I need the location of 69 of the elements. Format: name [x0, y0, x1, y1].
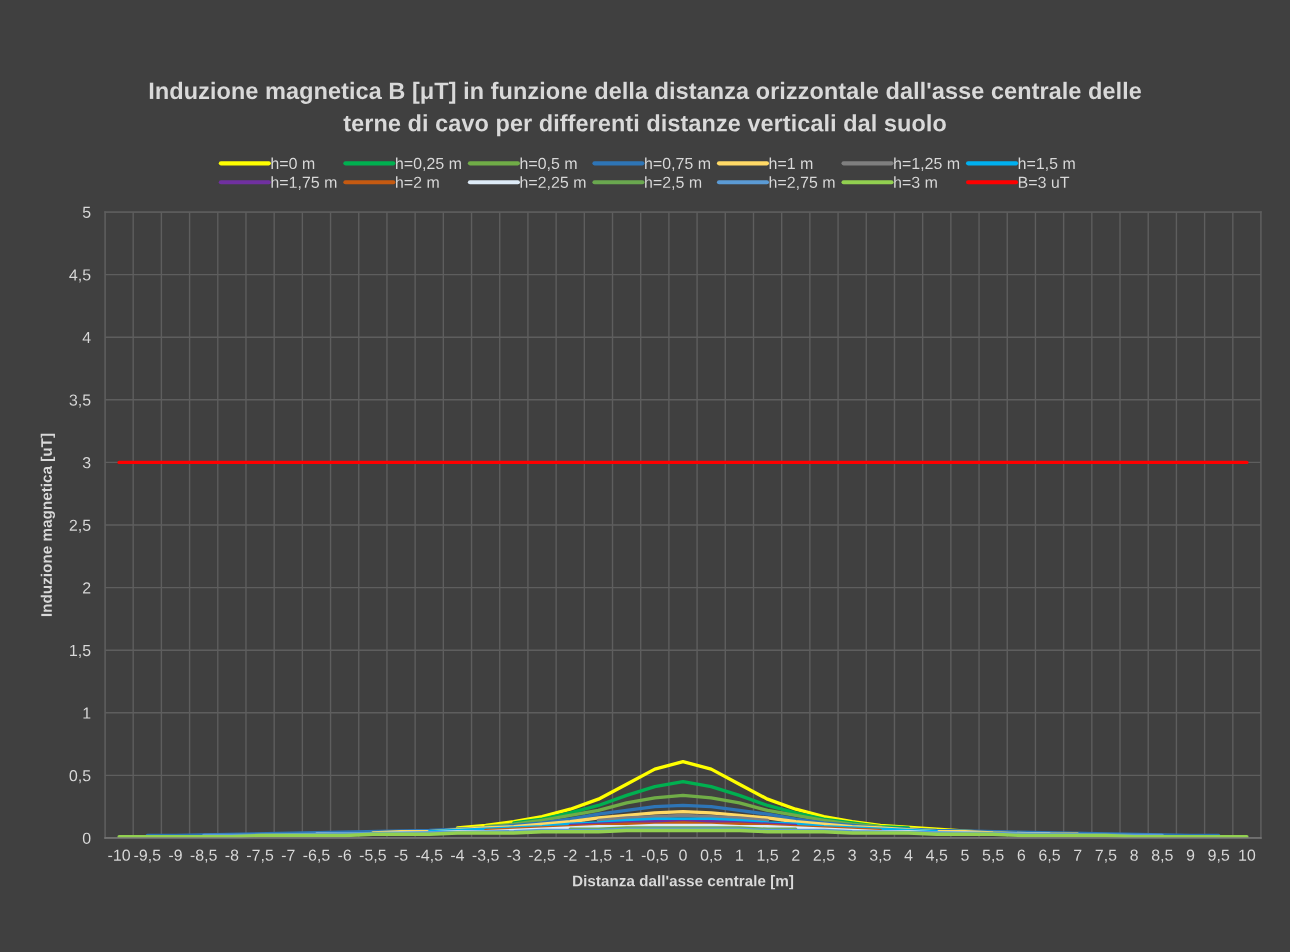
x-tick-label: 8,5: [1151, 849, 1173, 863]
x-tick-label: -7: [281, 849, 295, 861]
x-tick-label: -8,5: [190, 849, 217, 863]
x-tick-label: -5,5: [359, 849, 386, 863]
x-tick-label: -2: [563, 849, 577, 861]
x-tick-label: -6,5: [303, 849, 330, 863]
x-tick-label: 5: [961, 849, 969, 861]
y-tick-label: 4: [82, 332, 91, 343]
x-tick-label: 9,5: [1208, 849, 1230, 863]
y-tick-label: 5: [82, 206, 91, 218]
x-tick-label: -9,5: [134, 849, 161, 863]
legend-label: h=2,75 m: [769, 176, 835, 190]
x-tick-label: 4: [904, 849, 913, 861]
chart-title: Induzione magnetica B [μT] in funzione della distanza orizzontale dall'asse centrale delle terne di cavo per differenti distanze verticali dal suolo: [149, 81, 1142, 137]
x-tick-label: 5,5: [982, 849, 1004, 863]
y-tick-label: 2,5: [69, 519, 91, 533]
legend-label: h=1,5 m: [1018, 157, 1075, 171]
x-tick-label: -7,5: [247, 849, 274, 863]
x-tick-label: -10: [108, 849, 131, 861]
legend-label: h=1,25 m: [894, 157, 960, 171]
y-tick-label: 1,5: [70, 645, 91, 659]
x-tick-label: 3: [848, 849, 856, 861]
legend-label: h=2,5 m: [645, 176, 702, 190]
y-tick-label: 2: [83, 582, 91, 594]
legend-label: h=3 m: [894, 176, 937, 188]
legend-label: h=0,5 m: [520, 157, 577, 171]
x-tick-label: -2,5: [528, 849, 556, 863]
x-tick-label: 3,5: [869, 849, 891, 863]
x-tick-label: -1: [620, 849, 633, 861]
x-tick-label: 2,5: [813, 849, 835, 863]
y-axis-title: Induzione magnetica [uT]: [40, 433, 56, 617]
x-tick-label: 0,5: [700, 849, 722, 863]
x-tick-label: -3: [507, 849, 521, 861]
x-tick-label: -8: [225, 849, 239, 861]
x-axis-title: Distanza dall'asse centrale [m]: [573, 875, 794, 890]
x-tick-label: 10: [1239, 849, 1256, 861]
x-tick-label: -6: [338, 849, 352, 861]
y-tick-label: 4,5: [69, 269, 91, 283]
x-tick-label: -5: [394, 849, 408, 861]
x-tick-label: 7,5: [1095, 849, 1117, 863]
x-tick-label: -0,5: [641, 849, 668, 863]
x-tick-label: -1,5: [585, 849, 612, 863]
x-tick-label: 1,5: [757, 849, 779, 863]
x-tick-label: 9: [1186, 849, 1195, 861]
y-tick-label: 0: [82, 832, 91, 844]
legend-label: B=3 uT: [1018, 176, 1070, 188]
legend-label: h=0 m: [271, 157, 315, 170]
legend-label: h=2,25 m: [520, 176, 586, 190]
x-tick-label: 2: [792, 849, 800, 861]
legend-label: h=0,25 m: [396, 157, 461, 171]
legend-label: h=1,75 m: [271, 176, 337, 190]
x-tick-label: 6: [1017, 849, 1026, 861]
y-tick-label: 0,5: [69, 770, 91, 784]
legend-label: h=0,75 m: [645, 157, 710, 171]
x-tick-label: 1: [736, 849, 744, 861]
x-tick-label: -9: [169, 849, 182, 861]
x-tick-label: -4,5: [416, 849, 443, 863]
legend-label: h=1 m: [769, 157, 813, 169]
x-tick-label: 7: [1074, 849, 1082, 861]
legend-label: h=2 m: [396, 176, 439, 188]
y-tick-label: 1: [83, 707, 91, 719]
x-tick-label: 4,5: [926, 849, 948, 863]
x-tick-label: 6,5: [1039, 849, 1060, 863]
x-tick-label: 8: [1130, 849, 1138, 861]
x-tick-label: -4: [451, 849, 465, 861]
x-tick-label: 0: [679, 849, 687, 861]
y-tick-label: 3,5: [69, 394, 91, 408]
x-tick-label: -3,5: [472, 849, 499, 863]
y-tick-label: 3: [82, 457, 91, 469]
